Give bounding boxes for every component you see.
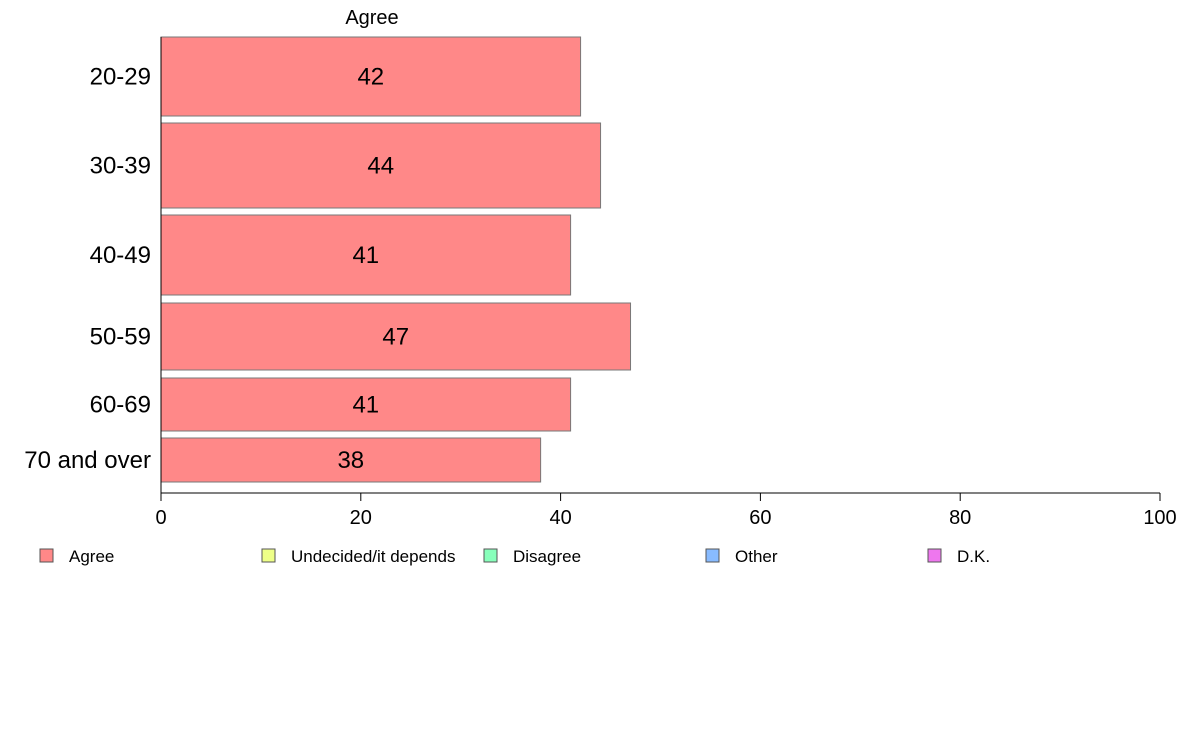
bar — [160, 377, 572, 432]
legend-swatch — [261, 548, 276, 563]
legend-swatch — [705, 548, 720, 563]
bar-value-label: 38 — [337, 447, 364, 474]
bar — [160, 36, 582, 117]
bar-value-label: 41 — [352, 242, 379, 269]
category-label: 50-59 — [90, 324, 151, 351]
x-tick-label: 20 — [350, 507, 372, 529]
x-tick-label: 60 — [749, 507, 771, 529]
legend-swatch — [927, 548, 942, 563]
legend-swatch — [39, 548, 54, 563]
legend-label: Undecided/it depends — [291, 547, 455, 566]
bar-value-label: 44 — [367, 153, 394, 180]
legend-label: Disagree — [513, 547, 581, 566]
x-tick-label: 40 — [549, 507, 571, 529]
category-label: 60-69 — [90, 392, 151, 419]
series-title: Agree — [345, 7, 398, 29]
bar-value-label: 42 — [357, 64, 384, 91]
x-tick-label: 100 — [1143, 507, 1176, 529]
bar — [160, 214, 572, 296]
bar-value-label: 41 — [352, 392, 379, 419]
x-tick-label: 80 — [949, 507, 971, 529]
category-label: 70 and over — [24, 447, 151, 474]
bars-group: 42 20-29 44 30-39 41 40-49 47 50-59 41 60-69 38 70 … — [24, 36, 632, 493]
x-axis: 0 20 40 60 80 100 — [155, 492, 1177, 529]
bar — [160, 437, 542, 483]
bar — [160, 302, 632, 371]
legend: Agree Undecided/it depends Disagree Other D.… — [39, 547, 990, 566]
legend-swatch — [483, 548, 498, 563]
legend-label: Agree — [69, 547, 114, 566]
bar-value-label: 47 — [382, 324, 409, 351]
legend-label: D.K. — [957, 547, 990, 566]
category-label: 30-39 — [90, 153, 151, 180]
category-label: 20-29 — [90, 64, 151, 91]
legend-label: Other — [735, 547, 778, 566]
x-tick-label: 0 — [155, 507, 166, 529]
bar — [160, 122, 602, 209]
category-label: 40-49 — [90, 242, 151, 269]
